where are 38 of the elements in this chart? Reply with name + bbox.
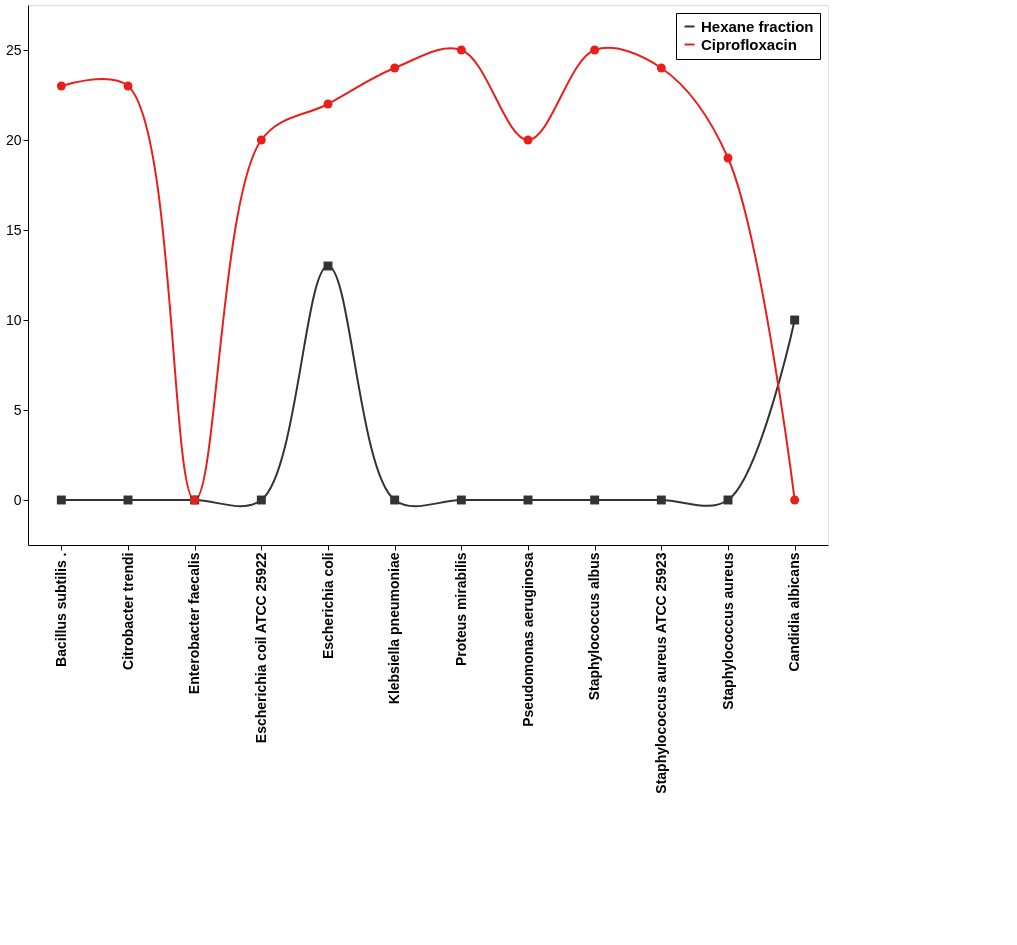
y-tick-label: 15: [5, 221, 22, 238]
legend-label: Ciprofloxacin: [701, 35, 797, 53]
legend-label: Hexane fraction: [701, 17, 814, 35]
point: [790, 495, 800, 505]
point: [456, 45, 466, 55]
x-tick-label: Escherichia coli: [319, 552, 336, 660]
y-tick-label: 10: [5, 311, 22, 328]
y-tick-label: 20: [5, 131, 22, 148]
point: [656, 63, 666, 73]
y-tick-label: 0: [13, 491, 22, 508]
x-tick-label: Candidia albicans: [786, 552, 803, 672]
y-tick-label: 25: [5, 41, 22, 58]
x-tick-label: Klebsiella pneumoniae: [386, 552, 403, 705]
point: [523, 135, 533, 145]
point: [123, 81, 133, 91]
point: [256, 495, 266, 505]
x-tick-label: Staphylococcus aureus ATCC 25923: [652, 552, 669, 794]
point: [390, 495, 400, 505]
point: [56, 495, 66, 505]
x-tick-label: Escherichia coil ATCC 25922: [252, 552, 269, 744]
point: [790, 315, 800, 325]
x-tick-label: Proteus mirabilis: [452, 552, 469, 667]
point: [590, 495, 600, 505]
point: [256, 135, 266, 145]
point: [723, 153, 733, 163]
x-tick-label: Citrobacter trendi: [119, 552, 136, 670]
y-tick-label: 5: [13, 401, 22, 418]
x-tick-label: Bacillus subtilis .: [52, 552, 69, 667]
x-tick-label: Staphylococcus aureus: [719, 552, 736, 710]
point: [456, 495, 466, 505]
point: [56, 81, 66, 91]
point: [390, 63, 400, 73]
point: [656, 495, 666, 505]
point: [590, 45, 600, 55]
point: [323, 99, 333, 109]
x-tick-label: Pseudomonas aeruginosa: [519, 552, 536, 727]
x-tick-label: Staphylococcus albus: [586, 552, 603, 701]
x-tick-label: Enterobacter faecalis: [186, 552, 203, 695]
